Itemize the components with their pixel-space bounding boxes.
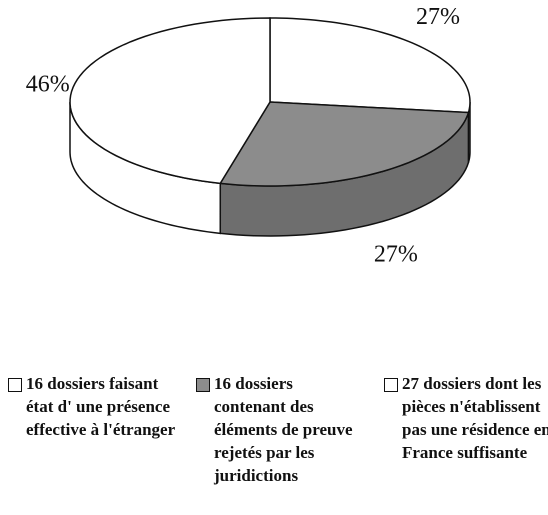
- pie-slice: [269, 17, 471, 114]
- pie-slice: [219, 101, 470, 187]
- legend-item: 16 dossiers faisant état d' une présence…: [8, 372, 176, 441]
- legend-item: 27 dossiers dont les pièces n'établissen…: [384, 372, 548, 464]
- data-label: 46%: [26, 72, 70, 98]
- legend-label: 16 dossiers contenant des éléments de pr…: [214, 374, 353, 485]
- legend-item: 16 dossiers contenant des éléments de pr…: [196, 372, 364, 487]
- legend-label: 27 dossiers dont les pièces n'établissen…: [402, 374, 548, 462]
- data-label: 27%: [416, 4, 460, 30]
- legend-swatch: [384, 378, 398, 392]
- data-label: 27%: [374, 242, 418, 268]
- legend-swatch: [196, 378, 210, 392]
- legend-swatch: [8, 378, 22, 392]
- legend-label: 16 dossiers faisant état d' une présence…: [26, 374, 176, 439]
- pie-slice: [69, 17, 271, 185]
- chart: 27% 27% 46%: [26, 4, 471, 268]
